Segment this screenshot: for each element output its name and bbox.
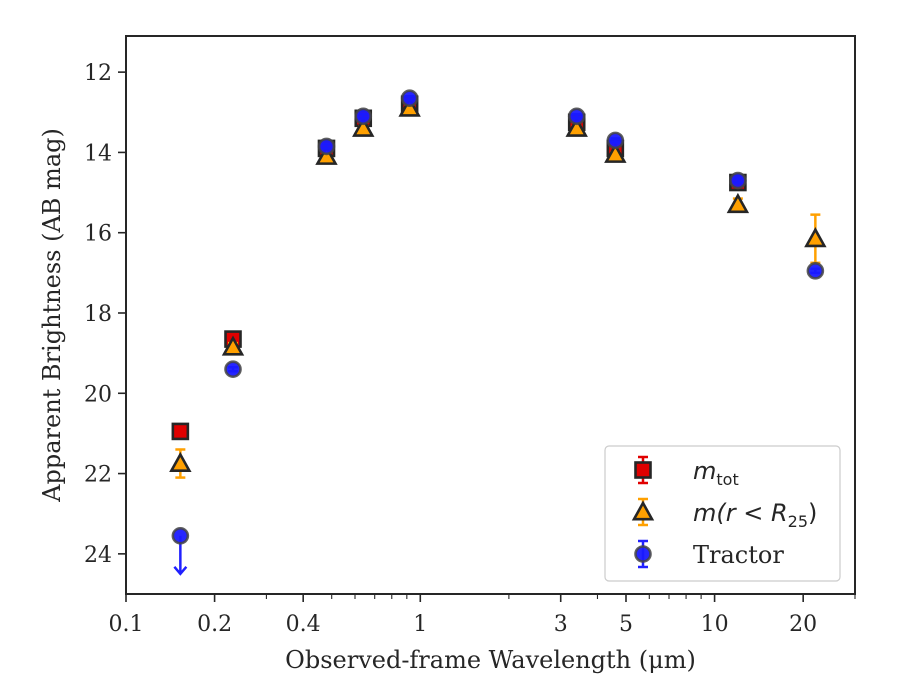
y-tick-label: 24 [84, 543, 112, 568]
series-triangle [169, 96, 827, 479]
x-tick-label: 20 [789, 612, 817, 637]
triangle-marker [221, 335, 245, 356]
y-tick-label: 22 [84, 463, 112, 488]
circle-marker [224, 360, 242, 378]
data-point [604, 142, 627, 163]
circle-marker [171, 526, 190, 545]
data-point [606, 131, 625, 150]
x-tick-label: 5 [619, 612, 633, 637]
circle-marker [729, 171, 747, 190]
plot-frame [125, 35, 856, 595]
x-axis-label: Observed-frame Wavelength (μm) [285, 646, 696, 674]
y-axis-ticks: 12 14 16 18 20 22 24 [84, 61, 126, 568]
y-tick-label: 18 [84, 302, 112, 327]
legend-item: Tractor [634, 539, 784, 569]
series-circle [171, 89, 825, 576]
data-point [354, 107, 373, 126]
data-points [169, 89, 827, 576]
data-point [567, 107, 586, 126]
upper-limit-arrow-head [173, 565, 188, 576]
triangle-marker [169, 451, 192, 473]
y-axis-label: Apparent Brightness (AB mag) [38, 128, 66, 503]
y-tick-label: 16 [84, 222, 112, 247]
data-point [729, 171, 747, 190]
x-tick-label: 0.4 [286, 612, 321, 637]
data-point [171, 422, 190, 441]
circle-marker [606, 131, 625, 150]
circle-marker [317, 137, 336, 156]
y-tick-label: 14 [84, 141, 112, 166]
legend-item: m(r < R25) [631, 497, 817, 531]
x-tick-label: 0.2 [197, 612, 232, 637]
x-tick-label: 3 [554, 612, 568, 637]
triangle-marker [352, 116, 375, 137]
data-point [400, 89, 419, 108]
data-point [221, 335, 245, 356]
data-point [169, 448, 192, 479]
circle-marker [354, 107, 373, 126]
triangle-marker [804, 227, 827, 248]
x-axis-ticks: 0.1 0.2 0.4 1 3 5 10 20 [109, 35, 856, 637]
triangle-marker [315, 144, 338, 165]
data-point [317, 137, 336, 156]
triangle-marker [604, 142, 627, 163]
data-point [171, 526, 190, 576]
data-point [806, 262, 825, 280]
circle-marker [806, 262, 825, 280]
triangle-marker [726, 192, 750, 214]
data-point [224, 360, 242, 378]
x-tick-label: 10 [701, 612, 729, 637]
square-marker [171, 422, 190, 441]
circle-marker [400, 89, 419, 108]
data-point [352, 116, 375, 137]
triangle-marker [565, 116, 588, 137]
legend-label: Tractor [693, 541, 784, 569]
x-tick-label: 0.1 [109, 612, 144, 637]
legend-label: m(r < R25) [693, 499, 817, 531]
legend-circle-marker [634, 545, 652, 563]
y-tick-label: 12 [84, 61, 112, 86]
circle-marker [567, 107, 586, 126]
data-point [565, 116, 588, 137]
data-point [726, 192, 750, 214]
legend-box [604, 445, 841, 582]
legend-square-marker [634, 461, 652, 479]
legend: mtot m(r < R25) Tractor [604, 445, 841, 582]
series-square [171, 95, 747, 441]
legend-triangle-marker [631, 500, 655, 521]
data-point [804, 213, 827, 265]
legend-item: mtot [634, 455, 739, 489]
triangle-marker [398, 96, 421, 117]
x-tick-label: 1 [413, 612, 427, 637]
y-tick-label: 20 [84, 382, 112, 407]
legend-label: mtot [693, 457, 739, 489]
